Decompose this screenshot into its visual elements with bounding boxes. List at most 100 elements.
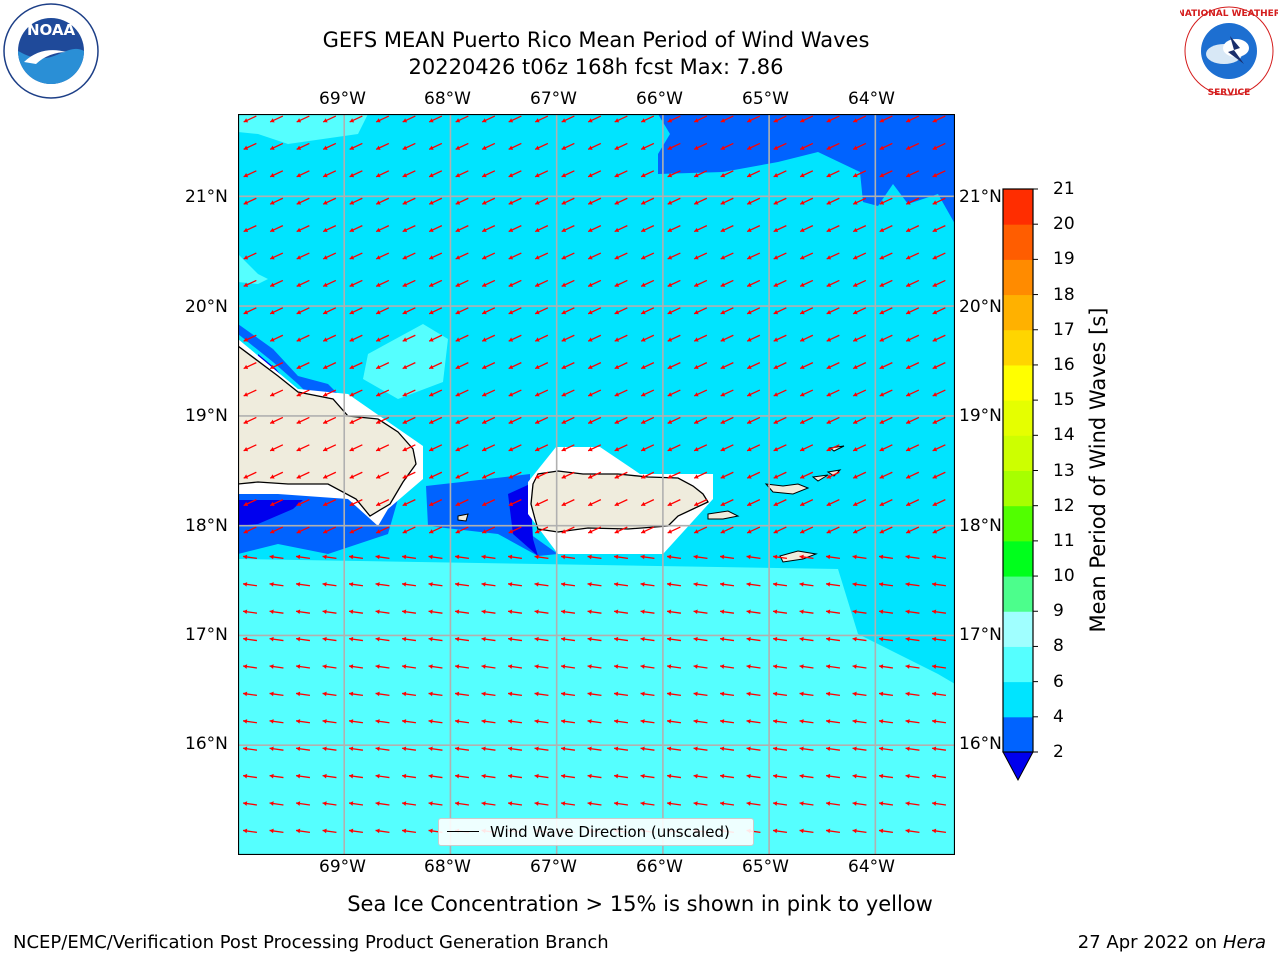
wave-direction-arrow xyxy=(879,115,893,123)
colorbar-cell xyxy=(1003,646,1033,683)
wave-direction-arrow xyxy=(799,471,814,479)
nws-logo: NATIONAL WEATHER SERVICE xyxy=(1177,2,1280,100)
wave-direction-arrow xyxy=(905,444,920,452)
wave-direction-arrow xyxy=(455,142,469,150)
wave-direction-arrow xyxy=(613,554,629,560)
wave-direction-arrow xyxy=(428,197,443,205)
wave-direction-arrow xyxy=(799,773,814,779)
wave-direction-arrow xyxy=(693,252,708,260)
wave-direction-arrow xyxy=(269,471,284,479)
wave-direction-arrow xyxy=(561,142,575,150)
wave-direction-arrow xyxy=(534,389,549,397)
wave-direction-arrow xyxy=(481,801,496,806)
wave-direction-arrow xyxy=(428,444,443,452)
wave-direction-arrow xyxy=(931,554,947,560)
wave-direction-arrow xyxy=(852,609,867,615)
contour-patch-8-9s xyxy=(238,254,268,284)
wave-direction-arrow xyxy=(587,582,602,587)
wave-direction-arrow xyxy=(587,389,602,397)
svg-text:SERVICE: SERVICE xyxy=(1208,88,1251,98)
wave-direction-arrow xyxy=(799,334,814,342)
colorbar-cell xyxy=(1003,681,1033,718)
colorbar-tick-label: 14 xyxy=(1053,425,1075,446)
wave-direction-arrow xyxy=(507,801,523,806)
wave-direction-arrow xyxy=(296,115,310,123)
wave-direction-arrow xyxy=(746,691,761,697)
wave-direction-arrow xyxy=(746,471,761,479)
wave-direction-arrow xyxy=(322,664,337,669)
wave-direction-arrow xyxy=(932,389,946,397)
noaa-logo: NOAA xyxy=(2,2,100,100)
wave-direction-arrow xyxy=(905,142,920,150)
wave-direction-arrow xyxy=(772,609,788,615)
wave-direction-arrow xyxy=(614,170,628,178)
wave-direction-arrow xyxy=(720,307,734,315)
wave-direction-arrow xyxy=(243,499,257,507)
wave-direction-arrow xyxy=(614,142,628,150)
colorbar-cell xyxy=(1003,259,1033,296)
wave-direction-arrow xyxy=(295,746,311,752)
legend-label: Wind Wave Direction (unscaled) xyxy=(490,823,730,841)
wave-direction-arrow xyxy=(375,773,390,779)
wave-direction-arrow xyxy=(640,554,655,560)
wave-direction-arrow xyxy=(322,444,337,452)
wave-direction-arrow xyxy=(507,554,523,560)
wave-direction-arrow xyxy=(905,416,920,424)
wave-direction-arrow xyxy=(587,142,602,150)
wave-direction-arrow xyxy=(931,719,947,724)
wave-direction-arrow xyxy=(719,636,735,642)
wave-direction-arrow xyxy=(640,389,655,397)
colorbar-label: Mean Period of Wind Waves [s] xyxy=(1086,307,1110,633)
wave-direction-arrow xyxy=(428,389,443,397)
wave-direction-arrow xyxy=(428,636,443,642)
wave-direction-arrow xyxy=(905,197,920,205)
wave-direction-arrow xyxy=(243,225,257,233)
wave-direction-arrow xyxy=(348,801,364,806)
wave-direction-arrow xyxy=(932,362,946,370)
wave-direction-arrow xyxy=(428,719,443,724)
wave-direction-arrow xyxy=(243,471,257,479)
wave-direction-arrow xyxy=(640,664,655,669)
wave-direction-arrow xyxy=(932,307,946,315)
wave-direction-arrow xyxy=(719,801,735,806)
wave-direction-arrow xyxy=(560,636,576,642)
wave-direction-arrow xyxy=(508,279,522,287)
wave-direction-arrow xyxy=(799,115,814,123)
wave-direction-arrow xyxy=(587,801,602,806)
colorbar xyxy=(1002,188,1038,782)
wave-direction-arrow xyxy=(296,499,310,507)
wave-direction-arrow xyxy=(799,389,814,397)
wave-direction-arrow xyxy=(772,664,788,669)
wave-direction-arrow xyxy=(852,691,867,697)
wave-direction-arrow xyxy=(667,142,681,150)
wave-direction-arrow xyxy=(746,170,761,178)
lon-tick-bottom: 66°W xyxy=(636,857,683,877)
wave-direction-arrow xyxy=(667,197,681,205)
wave-direction-arrow xyxy=(455,307,469,315)
wave-direction-arrow xyxy=(879,252,893,260)
wave-direction-arrow xyxy=(454,609,470,615)
wave-direction-arrow xyxy=(693,115,708,123)
wave-direction-arrow xyxy=(455,225,469,233)
wave-direction-arrow xyxy=(772,636,788,642)
wave-direction-arrow xyxy=(932,279,946,287)
wave-direction-arrow xyxy=(534,582,549,587)
wave-direction-arrow xyxy=(613,773,629,779)
wave-direction-arrow xyxy=(402,279,416,287)
wave-direction-arrow xyxy=(826,170,840,178)
wave-direction-arrow xyxy=(905,389,920,397)
wave-direction-arrow xyxy=(322,636,337,642)
wave-direction-arrow xyxy=(693,636,708,642)
wave-direction-arrow xyxy=(375,554,390,560)
wave-direction-arrow xyxy=(348,773,364,779)
wave-direction-arrow xyxy=(454,801,470,806)
wave-direction-arrow xyxy=(454,691,470,697)
wave-direction-arrow xyxy=(799,307,814,315)
wave-direction-arrow xyxy=(534,307,549,315)
wave-direction-arrow xyxy=(773,142,787,150)
wave-direction-arrow xyxy=(322,691,337,697)
wave-direction-arrow xyxy=(826,279,840,287)
land-anguilla xyxy=(828,445,845,452)
wave-direction-arrow xyxy=(613,801,629,806)
wave-direction-arrow xyxy=(561,279,575,287)
